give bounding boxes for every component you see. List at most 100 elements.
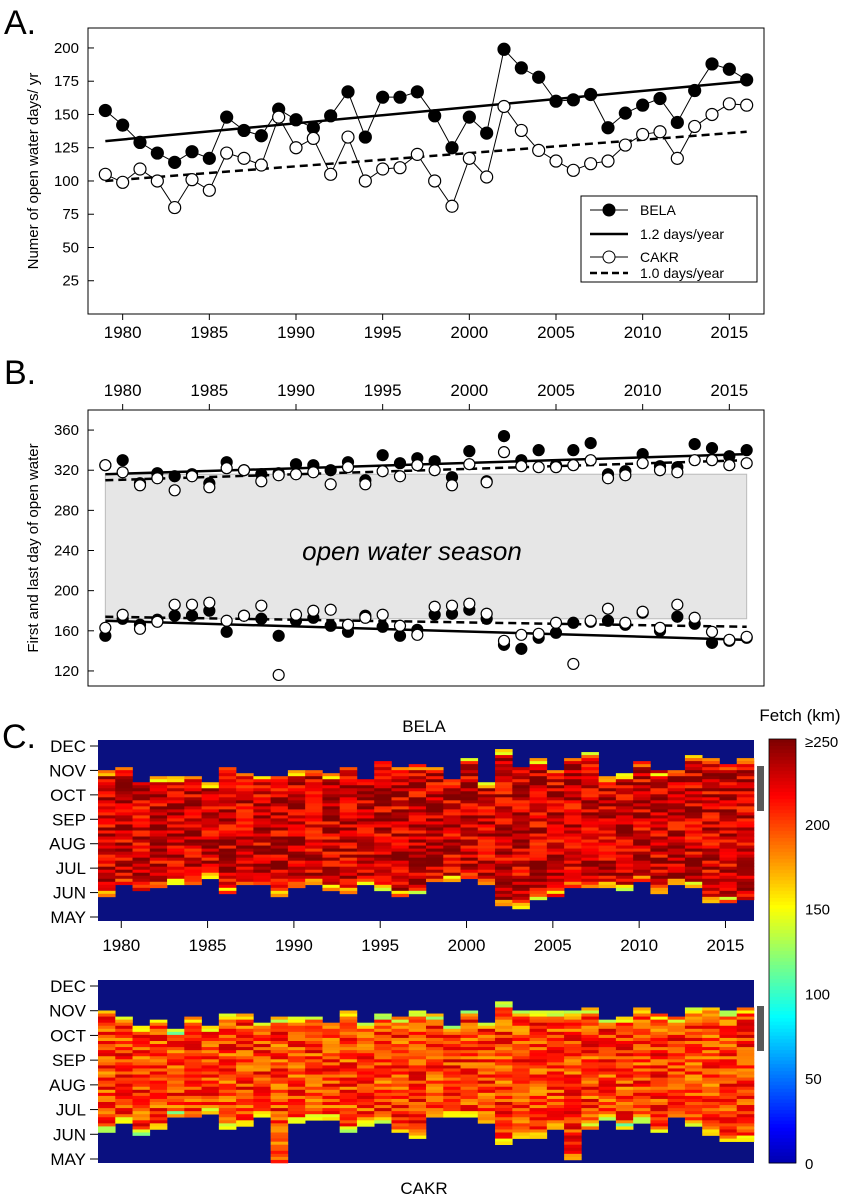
heatmap-cell bbox=[495, 1068, 513, 1072]
heatmap-cell bbox=[581, 767, 599, 771]
heatmap-cell bbox=[391, 1041, 410, 1045]
heatmap-cell bbox=[684, 1077, 703, 1081]
panel-b-point-cakr-first-day bbox=[532, 627, 545, 640]
heatmap-cell bbox=[132, 812, 151, 816]
heatmap-cell bbox=[684, 872, 703, 877]
heatmap-cell bbox=[684, 1059, 703, 1063]
heatmap-cell bbox=[581, 770, 599, 774]
panel-b-point-cakr-first-day bbox=[151, 615, 164, 628]
heatmap-cell bbox=[529, 884, 548, 889]
heatmap-year-column bbox=[736, 758, 755, 901]
heatmap-cell bbox=[495, 851, 513, 855]
heatmap-cell bbox=[512, 1025, 530, 1030]
heatmap-cell bbox=[218, 773, 237, 777]
heatmap-cell bbox=[132, 875, 151, 880]
heatmap-cell bbox=[633, 833, 651, 837]
heatmap-cell bbox=[667, 797, 686, 801]
heatmap-cell bbox=[270, 1092, 289, 1097]
heatmap-cell bbox=[702, 893, 720, 898]
heatmap-cell bbox=[581, 1010, 599, 1014]
heatmap-cell bbox=[236, 1114, 254, 1118]
heatmap-cell bbox=[736, 1037, 755, 1042]
heatmap-cell bbox=[598, 836, 617, 840]
heatmap-cell bbox=[477, 1095, 496, 1100]
heatmap-cell bbox=[512, 887, 530, 892]
heatmap-cell bbox=[581, 1022, 599, 1027]
heatmap-cell bbox=[218, 1062, 237, 1066]
heatmap-cell bbox=[633, 1037, 651, 1042]
panel-b-point-bela-first-day bbox=[601, 614, 615, 627]
heatmap-cell bbox=[356, 791, 375, 795]
heatmap-cell bbox=[495, 1065, 513, 1069]
heatmap-cell bbox=[598, 779, 617, 783]
heatmap-cell bbox=[633, 815, 651, 819]
heatmap-cell bbox=[356, 1034, 375, 1039]
heatmap-cell bbox=[495, 770, 513, 774]
heatmap-cell bbox=[684, 788, 703, 792]
heatmap-cell bbox=[132, 857, 151, 861]
heatmap-cell bbox=[546, 881, 565, 886]
heatmap-cell bbox=[684, 1025, 703, 1030]
heatmap-cell bbox=[356, 1041, 375, 1045]
colorbar-segment bbox=[769, 898, 796, 903]
heatmap-cell bbox=[633, 806, 651, 810]
heatmap-cell bbox=[287, 878, 306, 883]
heatmap-cell bbox=[477, 1092, 496, 1097]
heatmap-cell bbox=[615, 1117, 634, 1121]
heatmap-cell bbox=[736, 1083, 755, 1088]
heatmap-cell bbox=[201, 854, 220, 858]
heatmap-cell bbox=[408, 1123, 427, 1127]
heatmap-cell bbox=[149, 854, 168, 858]
heatmap-cell bbox=[615, 866, 634, 871]
heatmap-cell bbox=[650, 1050, 668, 1054]
heatmap-cell bbox=[495, 818, 513, 822]
heatmap-year-column bbox=[270, 776, 289, 898]
heatmap-cell bbox=[149, 1108, 168, 1112]
panel-a-point-cakr bbox=[237, 151, 251, 165]
heatmap-cell bbox=[564, 878, 582, 883]
heatmap-cell bbox=[305, 1089, 323, 1094]
heatmap-cell bbox=[702, 1105, 720, 1109]
heatmap-cell bbox=[184, 830, 202, 834]
heatmap-cell bbox=[236, 860, 254, 864]
heatmap-cell bbox=[374, 842, 392, 846]
panel-b-point-cakr-first-day bbox=[549, 616, 563, 629]
heatmap-cell bbox=[270, 851, 289, 855]
heatmap-cell bbox=[702, 1034, 720, 1039]
heatmap-cell bbox=[236, 875, 254, 880]
heatmap-cell bbox=[684, 809, 703, 813]
heatmap-cell bbox=[702, 782, 720, 786]
heatmap-cell bbox=[598, 830, 617, 834]
heatmap-cell bbox=[115, 1083, 133, 1088]
heatmap-cell bbox=[184, 842, 202, 846]
heatmap-cell bbox=[339, 1044, 358, 1048]
heatmap-cell bbox=[218, 839, 237, 843]
heatmap-cell bbox=[443, 1041, 461, 1045]
heatmap-cell bbox=[184, 833, 202, 837]
heatmap-cell bbox=[477, 881, 496, 886]
panel-a-x-tick-label: 2015 bbox=[710, 323, 748, 342]
heatmap-cell bbox=[477, 785, 496, 789]
heatmap-cell bbox=[218, 1047, 237, 1051]
heatmap-cell bbox=[443, 806, 461, 810]
heatmap-cell bbox=[443, 1056, 461, 1060]
heatmap-cell bbox=[615, 1044, 634, 1048]
heatmap-cell bbox=[512, 1111, 530, 1115]
heatmap-cell bbox=[356, 1028, 375, 1033]
heatmap-cell bbox=[581, 1053, 599, 1057]
heatmap-cell bbox=[322, 866, 340, 871]
heatmap-cell bbox=[236, 1092, 254, 1097]
heatmap-cell bbox=[356, 815, 375, 819]
heatmap-year-column bbox=[305, 770, 323, 886]
heatmap-cell bbox=[460, 761, 479, 765]
panel-b-point-bela-last-day bbox=[567, 444, 580, 457]
colorbar-segment bbox=[769, 887, 796, 892]
heatmap-cell bbox=[719, 1025, 738, 1030]
heatmap-cell bbox=[339, 770, 358, 774]
heatmap-cell bbox=[460, 836, 479, 840]
heatmap-cell bbox=[236, 839, 254, 843]
heatmap-cell bbox=[460, 1102, 479, 1106]
heatmap-cell bbox=[408, 833, 427, 837]
heatmap-cell bbox=[374, 1062, 392, 1066]
heatmap-cell bbox=[391, 1034, 410, 1039]
